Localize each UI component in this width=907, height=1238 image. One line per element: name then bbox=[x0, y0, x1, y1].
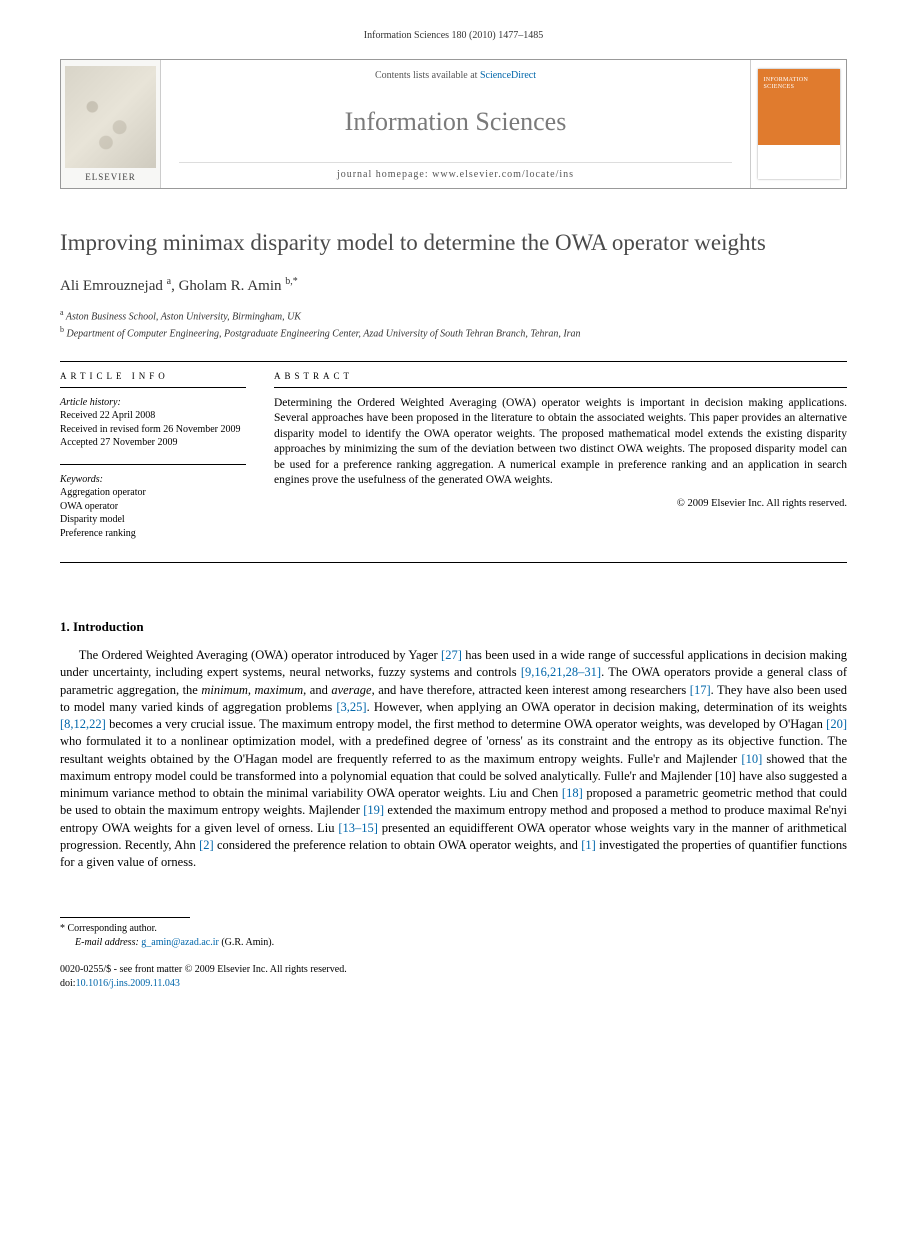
running-header: Information Sciences 180 (2010) 1477–148… bbox=[60, 30, 847, 41]
history-line: Accepted 27 November 2009 bbox=[60, 436, 246, 450]
author-email-link[interactable]: g_amin@azad.ac.ir bbox=[141, 937, 219, 948]
abstract-label: ABSTRACT bbox=[274, 370, 847, 387]
article-info-column: ARTICLE INFO Article history: Received 2… bbox=[60, 362, 260, 562]
footnote-separator bbox=[60, 917, 190, 918]
journal-banner: ELSEVIER Contents lists available at Sci… bbox=[60, 59, 847, 189]
doi-link[interactable]: 10.1016/j.ins.2009.11.043 bbox=[76, 978, 180, 989]
citation-link[interactable]: [8,12,22] bbox=[60, 717, 106, 731]
citation-link[interactable]: [10] bbox=[741, 752, 762, 766]
cover-thumb-wrap: INFORMATION SCIENCES bbox=[750, 60, 846, 188]
keyword: Aggregation operator bbox=[60, 486, 246, 500]
affiliation: b Department of Computer Engineering, Po… bbox=[60, 324, 847, 341]
citation-link[interactable]: [19] bbox=[363, 803, 384, 817]
email-who: (G.R. Amin). bbox=[221, 937, 274, 948]
banner-center: Contents lists available at ScienceDirec… bbox=[161, 60, 750, 188]
affiliations: a Aston Business School, Aston Universit… bbox=[60, 307, 847, 342]
citation-link[interactable]: [20] bbox=[826, 717, 847, 731]
corresponding-author-note: * Corresponding author. bbox=[60, 922, 847, 936]
affiliation: a Aston Business School, Aston Universit… bbox=[60, 307, 847, 324]
publisher-tree-image bbox=[65, 66, 156, 168]
page-footer: 0020-0255/$ - see front matter © 2009 El… bbox=[60, 963, 847, 990]
publisher-block: ELSEVIER bbox=[61, 60, 161, 188]
section-1-body: The Ordered Weighted Averaging (OWA) ope… bbox=[60, 647, 847, 871]
section-1-heading: 1. Introduction bbox=[60, 619, 847, 635]
keywords-block: Keywords: Aggregation operatorOWA operat… bbox=[60, 473, 246, 541]
abstract-text: Determining the Ordered Weighted Averagi… bbox=[274, 396, 847, 489]
history-line: Received in revised form 26 November 200… bbox=[60, 423, 246, 437]
keyword: Preference ranking bbox=[60, 527, 246, 541]
info-divider bbox=[60, 464, 246, 465]
citation-link[interactable]: [18] bbox=[562, 786, 583, 800]
history-label: Article history: bbox=[60, 396, 246, 410]
citation-link[interactable]: [13–15] bbox=[338, 821, 378, 835]
article-history: Article history: Received 22 April 2008R… bbox=[60, 396, 246, 450]
doi-line: doi:10.1016/j.ins.2009.11.043 bbox=[60, 977, 847, 991]
doi-label: doi: bbox=[60, 978, 76, 989]
journal-name: Information Sciences bbox=[179, 107, 732, 137]
sciencedirect-link[interactable]: ScienceDirect bbox=[480, 70, 536, 81]
keywords-label: Keywords: bbox=[60, 473, 246, 487]
cover-title: INFORMATION SCIENCES bbox=[764, 77, 834, 90]
cover-bottom-strip bbox=[758, 145, 840, 179]
publisher-name: ELSEVIER bbox=[85, 172, 136, 182]
front-matter-line: 0020-0255/$ - see front matter © 2009 El… bbox=[60, 963, 847, 977]
footnotes: * Corresponding author. E-mail address: … bbox=[60, 922, 847, 949]
email-line: E-mail address: g_amin@azad.ac.ir (G.R. … bbox=[60, 936, 847, 950]
authors: Ali Emrouznejad a, Gholam R. Amin b,* bbox=[60, 276, 847, 295]
history-line: Received 22 April 2008 bbox=[60, 409, 246, 423]
email-label: E-mail address: bbox=[75, 937, 139, 948]
article-title: Improving minimax disparity model to det… bbox=[60, 229, 847, 258]
abstract-column: ABSTRACT Determining the Ordered Weighte… bbox=[260, 362, 847, 562]
citation-link[interactable]: [2] bbox=[199, 838, 214, 852]
journal-homepage: journal homepage: www.elsevier.com/locat… bbox=[179, 162, 732, 180]
article-info-label: ARTICLE INFO bbox=[60, 370, 246, 387]
journal-cover-thumbnail: INFORMATION SCIENCES bbox=[758, 69, 840, 179]
keyword: OWA operator bbox=[60, 500, 246, 514]
citation-link[interactable]: [17] bbox=[690, 683, 711, 697]
citation-link[interactable]: [27] bbox=[441, 648, 462, 662]
keyword: Disparity model bbox=[60, 513, 246, 527]
citation-link[interactable]: [3,25] bbox=[336, 700, 366, 714]
info-abstract-row: ARTICLE INFO Article history: Received 2… bbox=[60, 361, 847, 563]
contents-line: Contents lists available at ScienceDirec… bbox=[179, 70, 732, 81]
citation-link[interactable]: [9,16,21,28–31] bbox=[521, 665, 601, 679]
citation-link[interactable]: [1] bbox=[581, 838, 596, 852]
abstract-copyright: © 2009 Elsevier Inc. All rights reserved… bbox=[274, 497, 847, 511]
contents-prefix: Contents lists available at bbox=[375, 70, 480, 81]
